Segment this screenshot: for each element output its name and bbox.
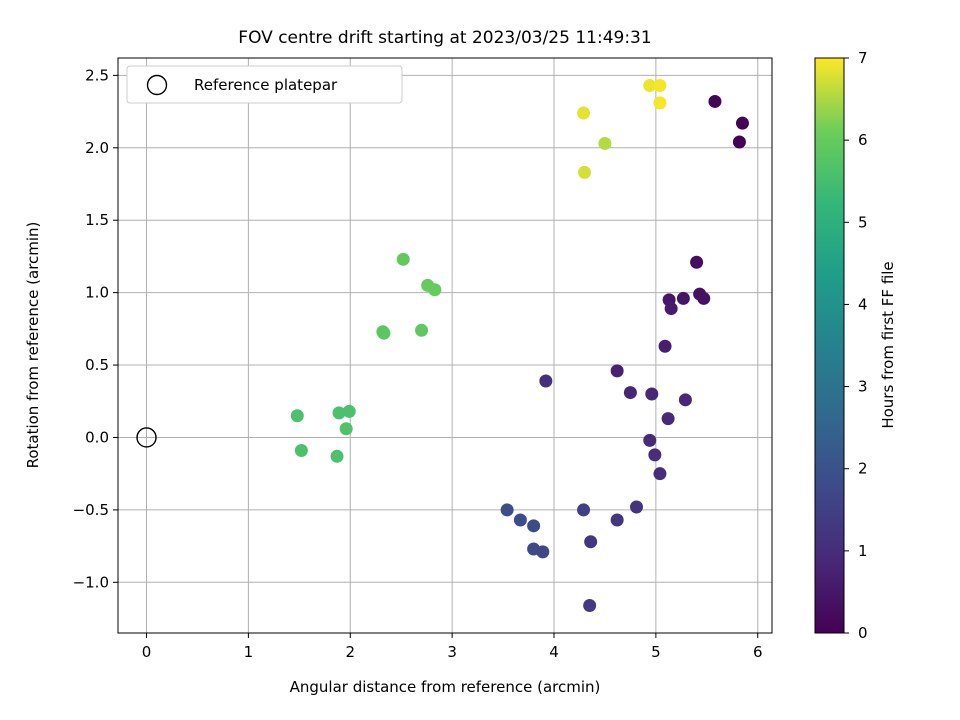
scatter-point xyxy=(332,406,346,420)
colorbar-tick-label: 6 xyxy=(858,131,868,149)
x-tick-label: 1 xyxy=(244,643,254,661)
y-axis-label: Rotation from reference (arcmin) xyxy=(24,222,42,469)
x-tick-label: 0 xyxy=(142,643,152,661)
x-tick-label: 4 xyxy=(549,643,559,661)
legend-box xyxy=(126,65,403,104)
scatter-point xyxy=(697,291,711,305)
scatter-point xyxy=(415,323,429,337)
scatter-point xyxy=(643,433,657,447)
colorbar-tick-label: 2 xyxy=(858,460,868,478)
colorbar-ticks: 0 1 2 3 4 5 6 7 xyxy=(844,49,868,642)
scatter-point xyxy=(396,252,410,266)
reference-platepar-marker xyxy=(136,427,157,448)
x-tick-label: 2 xyxy=(345,643,355,661)
colorbar-tick-label: 7 xyxy=(858,49,868,67)
plot-frame xyxy=(117,57,773,634)
scatter-point xyxy=(708,94,722,108)
legend-label-reference: Reference platepar xyxy=(194,76,338,94)
scatter-point xyxy=(735,116,749,130)
scatter-point xyxy=(658,339,672,353)
y-tick-label: 1.5 xyxy=(85,211,109,229)
x-tick-label: 6 xyxy=(753,643,763,661)
legend: Reference platepar xyxy=(126,65,403,104)
colorbar-tick-label: 4 xyxy=(858,295,868,313)
scatter-point xyxy=(732,135,746,149)
scatter-point xyxy=(539,374,553,388)
scatter-point xyxy=(678,393,692,407)
scatter-point xyxy=(610,364,624,378)
scatter-point xyxy=(598,136,612,150)
legend-reference-marker xyxy=(146,74,168,96)
y-tick-label: −1.0 xyxy=(73,573,109,591)
scatter-point xyxy=(645,387,659,401)
colorbar-tick-label: 0 xyxy=(858,624,868,642)
y-tick-label: 1.0 xyxy=(85,284,109,302)
x-tick-label: 5 xyxy=(651,643,661,661)
scatter-point xyxy=(664,302,678,316)
x-axis-ticks: 0 1 2 3 4 5 6 xyxy=(142,633,763,661)
scatter-point xyxy=(376,325,390,339)
scatter-point xyxy=(661,412,675,426)
scatter-point xyxy=(584,535,598,549)
colorbar: 0 1 2 3 4 5 6 7 Hours from first FF file xyxy=(814,49,897,642)
scatter-point xyxy=(330,449,344,463)
scatter-point xyxy=(290,409,304,423)
x-axis-label: Angular distance from reference (arcmin) xyxy=(290,678,601,696)
scatter-point xyxy=(653,467,667,481)
scatter-point xyxy=(527,542,541,556)
x-tick-label: 3 xyxy=(447,643,457,661)
scatter-point xyxy=(527,519,541,533)
scatter-point xyxy=(676,291,690,305)
scatter-point xyxy=(577,503,591,517)
scatter-point xyxy=(630,500,644,514)
scatter-point xyxy=(623,386,637,400)
colorbar-tick-label: 3 xyxy=(858,378,868,396)
scatter-point xyxy=(513,513,527,527)
scatter-point xyxy=(577,106,591,120)
grid-lines xyxy=(118,58,772,633)
scatter-point xyxy=(428,283,442,297)
scatter-point xyxy=(500,503,514,517)
scatter-point xyxy=(610,513,624,527)
y-tick-label: 0.0 xyxy=(85,428,109,446)
y-tick-label: 0.5 xyxy=(85,356,109,374)
y-tick-label: −0.5 xyxy=(73,501,109,519)
colorbar-gradient xyxy=(814,57,845,634)
scatter-point xyxy=(690,255,704,269)
scatter-point xyxy=(342,404,356,418)
scatter-point xyxy=(339,422,353,436)
data-points xyxy=(136,79,749,612)
scatter-point xyxy=(643,79,657,93)
scatter-point xyxy=(648,448,662,462)
colorbar-label: Hours from first FF file xyxy=(879,261,897,428)
scatter-point xyxy=(653,96,667,110)
colorbar-tick-label: 5 xyxy=(858,213,868,231)
scatter-point xyxy=(294,444,308,458)
colorbar-tick-label: 1 xyxy=(858,542,868,560)
scatter-point xyxy=(578,165,592,179)
y-tick-label: 2.5 xyxy=(85,66,109,84)
scatter-point xyxy=(653,79,667,93)
chart-title: FOV centre drift starting at 2023/03/25 … xyxy=(238,28,651,48)
y-axis-ticks: −1.0 −0.5 0.0 0.5 1.0 1.5 2.0 2.5 xyxy=(73,66,118,591)
y-tick-label: 2.0 xyxy=(85,139,109,157)
scatter-point xyxy=(583,598,597,612)
